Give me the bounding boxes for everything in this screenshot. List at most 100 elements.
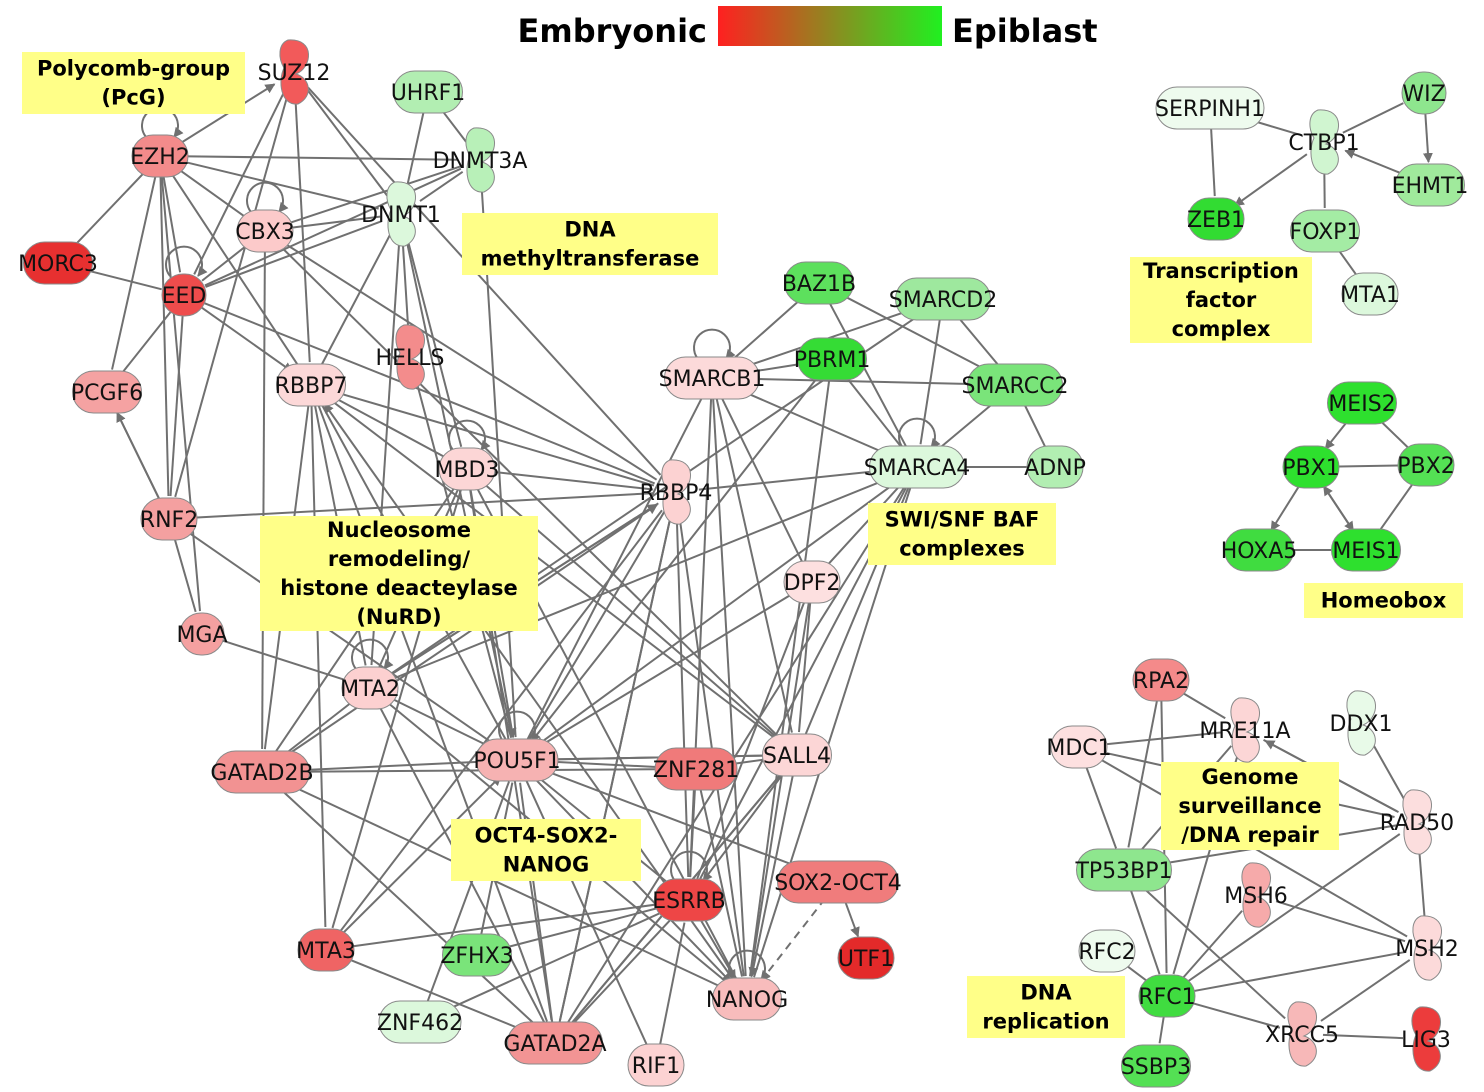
node-cbx3[interactable]: CBX3 [235, 209, 295, 253]
node-hoxa5[interactable]: HOXA5 [1221, 528, 1298, 572]
node-mre11a[interactable]: MRE11A [1199, 697, 1291, 763]
node-uhrf1[interactable]: UHRF1 [391, 70, 466, 114]
node-label-hoxa5: HOXA5 [1221, 539, 1298, 564]
node-rfc2[interactable]: RFC2 [1078, 929, 1136, 973]
group-box-bg-nurd [260, 516, 538, 631]
node-nanog[interactable]: NANOG [706, 977, 788, 1021]
node-morc3[interactable]: MORC3 [18, 241, 98, 285]
node-rbbp4[interactable]: RBBP4 [640, 459, 713, 525]
node-eed[interactable]: EED [161, 273, 207, 317]
edge-mta3-gatad2a [345, 956, 535, 1036]
node-label-wiz: WIZ [1402, 82, 1445, 107]
node-label-ctbp1: CTBP1 [1288, 131, 1359, 156]
edge-mdc1-mre11a [1099, 731, 1223, 746]
node-serpinh1[interactable]: SERPINH1 [1155, 86, 1265, 130]
node-znf462[interactable]: ZNF462 [377, 1000, 463, 1044]
node-dnmt1[interactable]: DNMT1 [361, 181, 441, 247]
node-label-dnmt1: DNMT1 [361, 203, 441, 228]
node-zeb1[interactable]: ZEB1 [1187, 197, 1245, 241]
node-label-rbbp7: RBBP7 [275, 374, 348, 399]
node-mbd3[interactable]: MBD3 [434, 447, 500, 491]
node-shape-mdc1 [1050, 725, 1108, 769]
node-rfc1[interactable]: RFC1 [1138, 974, 1196, 1018]
node-label-ddx1: DDX1 [1330, 712, 1393, 737]
node-pcgf6[interactable]: PCGF6 [71, 370, 143, 414]
node-pbx2[interactable]: PBX2 [1397, 443, 1455, 487]
node-mta3[interactable]: MTA3 [296, 928, 356, 972]
node-shape-dpf2 [783, 560, 841, 604]
node-gatad2a[interactable]: GATAD2A [503, 1021, 607, 1065]
node-label-msh6: MSH6 [1224, 884, 1288, 909]
node-rbbp7[interactable]: RBBP7 [275, 363, 348, 407]
node-label-smarcc2: SMARCC2 [962, 374, 1069, 399]
edge-sox2-oct4-utf1 [844, 901, 860, 938]
group-label-tfc-line-1: factor [1186, 288, 1257, 312]
node-label-rad50: RAD50 [1380, 811, 1454, 836]
node-ehmt1[interactable]: EHMT1 [1392, 163, 1469, 207]
node-smarcc2[interactable]: SMARCC2 [962, 363, 1069, 407]
node-shape-ctbp1 [1309, 109, 1339, 175]
node-shape-gatad2a [507, 1021, 603, 1065]
node-label-baz1b: BAZ1B [782, 272, 856, 297]
node-baz1b[interactable]: BAZ1B [782, 261, 856, 305]
node-dpf2[interactable]: DPF2 [783, 560, 841, 604]
node-label-mga: MGA [176, 623, 227, 648]
node-shape-smarcd2 [895, 277, 991, 321]
group-label-swisnf-line-0: SWI/SNF BAF [885, 508, 1040, 532]
node-pbx1[interactable]: PBX1 [1282, 445, 1340, 489]
node-mta1[interactable]: MTA1 [1340, 272, 1400, 316]
node-dnmt3a[interactable]: DNMT3A [433, 127, 528, 193]
node-mta2[interactable]: MTA2 [340, 666, 400, 710]
edge-rbbp7-mta3 [310, 405, 327, 928]
edge-ezh2-rnf2 [159, 176, 170, 497]
node-smarca4[interactable]: SMARCA4 [864, 445, 971, 489]
node-sox2-oct4[interactable]: SOX2-OCT4 [774, 860, 902, 904]
node-xrcc5[interactable]: XRCC5 [1265, 1001, 1339, 1067]
node-sall4[interactable]: SALL4 [762, 733, 832, 777]
node-rif1[interactable]: RIF1 [627, 1043, 685, 1087]
node-hells[interactable]: HELLS [376, 324, 445, 390]
node-ssbp3[interactable]: SSBP3 [1121, 1044, 1191, 1088]
node-smarcd2[interactable]: SMARCD2 [889, 277, 998, 321]
node-rpa2[interactable]: RPA2 [1132, 658, 1190, 702]
group-label-pcg-line-0: Polycomb-group [37, 57, 230, 81]
node-gatad2b[interactable]: GATAD2B [210, 750, 314, 794]
group-label-genome-line-0: Genome [1202, 765, 1299, 789]
node-msh6[interactable]: MSH6 [1224, 862, 1288, 928]
node-meis2[interactable]: MEIS2 [1327, 381, 1397, 425]
node-label-meis2: MEIS2 [1328, 392, 1395, 417]
node-mdc1[interactable]: MDC1 [1046, 725, 1112, 769]
node-utf1[interactable]: UTF1 [837, 936, 895, 980]
node-wiz[interactable]: WIZ [1401, 71, 1447, 115]
node-zfhx3[interactable]: ZFHX3 [440, 933, 514, 977]
node-shape-utf1 [837, 936, 895, 980]
node-shape-znf462 [378, 1000, 462, 1044]
node-tp53bp1[interactable]: TP53BP1 [1074, 848, 1173, 892]
group-box-bg-genome [1161, 762, 1339, 850]
node-znf281[interactable]: ZNF281 [653, 747, 739, 791]
node-ctbp1[interactable]: CTBP1 [1288, 109, 1360, 175]
node-shape-dnmt1 [386, 181, 416, 247]
node-esrrb[interactable]: ESRRB [652, 878, 726, 922]
edge-rbbp7-gatad2a [317, 404, 548, 1022]
node-mga[interactable]: MGA [176, 612, 228, 656]
node-pbrm1[interactable]: PBRM1 [794, 337, 871, 381]
node-ddx1[interactable]: DDX1 [1330, 690, 1393, 756]
node-lig3[interactable]: LIG3 [1401, 1006, 1451, 1072]
edge-pbrm1-pou5f1 [530, 374, 820, 743]
node-foxp1[interactable]: FOXP1 [1290, 209, 1361, 253]
node-meis1[interactable]: MEIS1 [1331, 528, 1401, 572]
node-label-rbbp4: RBBP4 [640, 481, 713, 506]
node-ezh2[interactable]: EZH2 [130, 134, 190, 178]
group-label-nurd-line-3: (NuRD) [356, 605, 441, 629]
node-adnp[interactable]: ADNP [1024, 445, 1086, 489]
edge-smarcc2-adnp [1023, 403, 1046, 447]
node-smarcb1[interactable]: SMARCB1 [659, 356, 766, 400]
node-pou5f1[interactable]: POU5F1 [473, 738, 561, 782]
node-suz12[interactable]: SUZ12 [258, 39, 331, 105]
node-label-adnp: ADNP [1024, 456, 1086, 481]
node-msh2[interactable]: MSH2 [1395, 915, 1459, 981]
node-rnf2[interactable]: RNF2 [140, 497, 198, 541]
node-label-hells: HELLS [376, 346, 445, 371]
node-rad50[interactable]: RAD50 [1380, 789, 1454, 855]
